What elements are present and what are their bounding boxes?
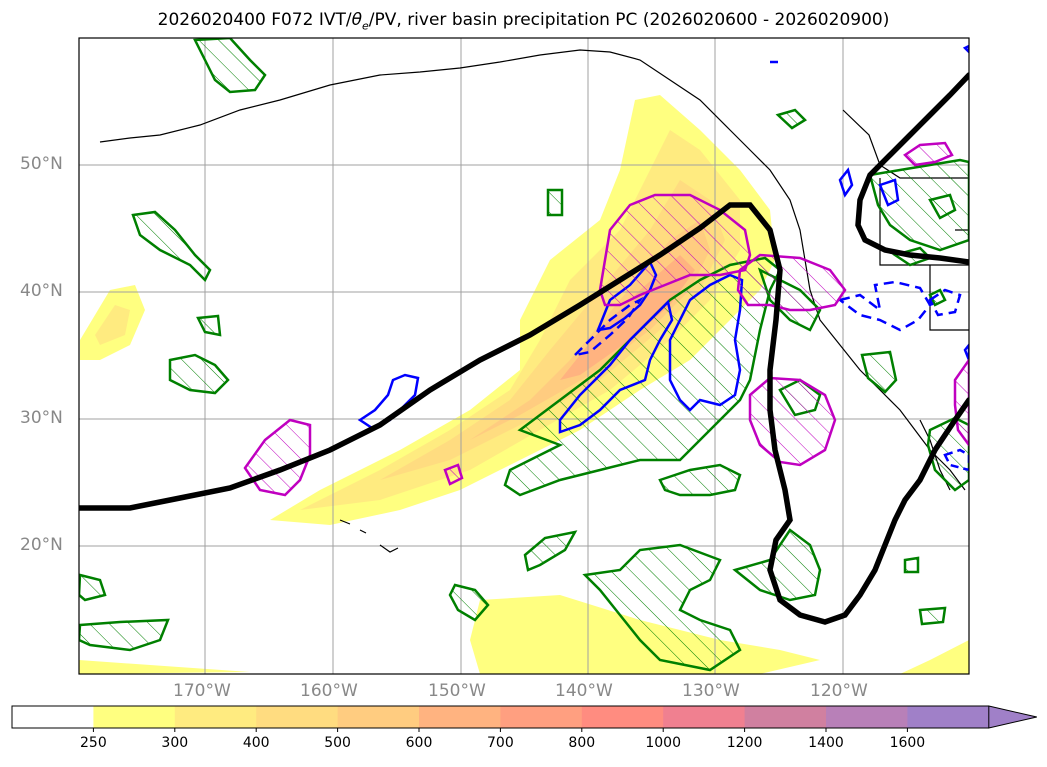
colorbar-tick-label: 1600 — [889, 735, 926, 751]
colorbar-segment — [12, 706, 94, 728]
colorbar-segment — [174, 706, 257, 728]
colorbar-tick-label: 800 — [568, 735, 596, 751]
colorbar-tick-label: 250 — [80, 735, 107, 751]
lat-label-40n: 40°N — [20, 281, 63, 301]
colorbar-tick-label: 600 — [405, 735, 433, 751]
colorbar-tick-label: 300 — [161, 735, 189, 751]
colorbar-tick-label: 1200 — [726, 735, 763, 751]
lat-label-30n: 30°N — [20, 408, 63, 428]
colorbar-tick-label: 500 — [324, 735, 351, 751]
map-frame — [78, 37, 970, 675]
lon-label-130w: 130°W — [682, 681, 740, 701]
graticule — [79, 38, 969, 674]
colorbar-segment — [337, 706, 420, 728]
lon-label-150w: 150°W — [428, 681, 486, 701]
colorbar-segment — [663, 706, 746, 728]
lon-label-140w: 140°W — [555, 681, 613, 701]
colorbar-segment — [93, 706, 176, 728]
theta-e-contours — [79, 72, 969, 625]
colorbar-segment — [256, 706, 339, 728]
colorbar-segment — [826, 706, 908, 728]
figure-title: 2026020400 F072 IVT/θe/PV, river basin p… — [157, 10, 890, 33]
lon-label-120w: 120°W — [810, 681, 868, 701]
lon-label-160w: 160°W — [300, 681, 358, 701]
colorbar-segment — [581, 706, 664, 728]
colorbar-segment — [907, 706, 990, 728]
colorbar-tick-label: 700 — [487, 735, 514, 751]
colorbar-segment — [419, 706, 501, 728]
lat-label-20n: 20°N — [20, 535, 63, 555]
colorbar-tick-label: 1000 — [645, 735, 682, 751]
lat-label-50n: 50°N — [20, 154, 63, 174]
colorbar-tick-label: 1400 — [808, 735, 844, 751]
colorbar-segment — [500, 706, 583, 728]
colorbar — [11, 705, 1037, 732]
colorbar-segment — [744, 706, 827, 728]
colorbar-extend-arrow — [988, 705, 1037, 729]
colorbar-tick-label: 400 — [242, 735, 270, 751]
lon-label-170w: 170°W — [173, 681, 231, 701]
